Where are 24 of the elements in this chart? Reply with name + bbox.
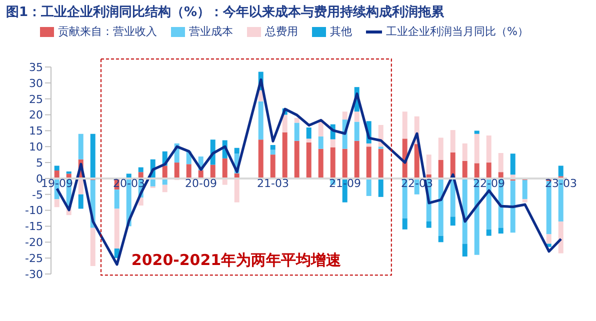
x-tick-label: 22-03: [401, 177, 433, 190]
x-tick-label: 20-09: [185, 177, 217, 190]
y-tick-label: 15: [29, 124, 43, 138]
y-tick-label: -20: [25, 236, 43, 250]
annotation: 2020-2021年为两年平均增速: [131, 250, 342, 270]
legend-label: 总费用: [265, 24, 298, 39]
legend-label: 营业成本: [189, 24, 233, 39]
y-tick-label: -10: [25, 204, 43, 218]
legend-label: 其他: [330, 24, 352, 39]
x-tick-label: 21-03: [257, 177, 289, 190]
y-tick-label: 35: [29, 60, 43, 74]
y-tick-label: -15: [25, 220, 43, 234]
y-tick-label: 20: [29, 108, 43, 122]
chart-title: 图1：工业企业利润同比结构（%）：今年以来成本与费用持续构成利润拖累: [6, 4, 444, 21]
y-tick-label: 25: [29, 92, 43, 106]
y-tick-label: 5: [36, 156, 43, 170]
y-tick-label: 0: [36, 172, 43, 186]
y-tick-label: 30: [29, 76, 43, 90]
y-tick-label: -5: [32, 188, 43, 202]
y-tick-label: -30: [25, 268, 43, 281]
legend-label: 贡献来自：营业收入: [58, 24, 157, 39]
y-tick-label: 10: [29, 140, 43, 154]
y-tick-label: -25: [25, 252, 43, 265]
legend-label: 工业企业利润当月同比（%）: [386, 24, 528, 39]
